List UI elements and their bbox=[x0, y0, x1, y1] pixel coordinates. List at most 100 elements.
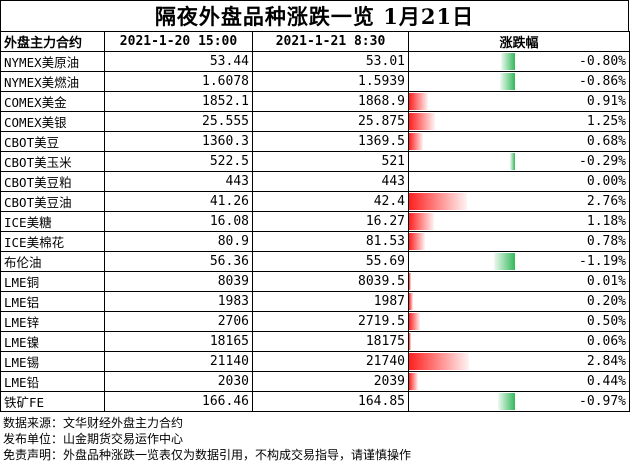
change-bar-cell bbox=[408, 91, 515, 112]
table-row: CBOT美豆油 41.26 42.4 2.76% bbox=[0, 191, 631, 212]
change-percent: 0.91% bbox=[514, 91, 631, 112]
change-bar-up bbox=[409, 293, 414, 310]
change-percent: 0.01% bbox=[514, 271, 631, 292]
change-percent: -0.29% bbox=[514, 151, 631, 172]
table-row: COMEX美银 25.555 25.875 1.25% bbox=[0, 111, 631, 132]
change-bar-down bbox=[499, 73, 515, 90]
change-bar-cell bbox=[408, 371, 515, 392]
header-contract: 外盘主力合约 bbox=[0, 31, 105, 52]
change-bar-cell bbox=[408, 131, 515, 152]
sheet-title: 隔夜外盘品种涨跌一览 1月21日 bbox=[0, 0, 629, 32]
change-bar-up bbox=[409, 133, 424, 150]
change-bar-cell bbox=[408, 151, 515, 172]
curr-price: 81.53 bbox=[252, 231, 409, 252]
note-disclaimer: 免责声明：外盘品种涨跌一览表仅为数据引用，不构成交易指导，请谨慎操作 bbox=[3, 448, 412, 462]
change-bar-cell bbox=[408, 251, 515, 272]
change-bar-cell bbox=[408, 191, 515, 212]
change-bar-down bbox=[498, 393, 515, 410]
curr-price: 521 bbox=[252, 151, 409, 172]
table-row: COMEX美金 1852.1 1868.9 0.91% bbox=[0, 91, 631, 112]
change-bar-up bbox=[409, 373, 419, 390]
curr-price: 1.5939 bbox=[252, 71, 409, 92]
contract-name: CBOT美玉米 bbox=[0, 151, 105, 172]
table-row: CBOT美豆 1360.3 1369.5 0.68% bbox=[0, 131, 631, 152]
curr-price: 21740 bbox=[252, 351, 409, 372]
contract-name: 铁矿FE bbox=[0, 391, 105, 412]
curr-price: 25.875 bbox=[252, 111, 409, 132]
curr-price: 2039 bbox=[252, 371, 409, 392]
curr-price: 164.85 bbox=[252, 391, 409, 412]
contract-name: CBOT美豆油 bbox=[0, 191, 105, 212]
table-row: ICE美糖 16.08 16.27 1.18% bbox=[0, 211, 631, 232]
note-source: 数据来源：文华财经外盘主力合约 bbox=[3, 416, 184, 430]
change-bar-cell bbox=[408, 331, 515, 352]
header-row: 外盘主力合约 2021-1-20 15:00 2021-1-21 8:30 涨跌… bbox=[0, 31, 631, 52]
change-bar-up bbox=[409, 113, 436, 130]
table-row: LME锡 21140 21740 2.84% bbox=[0, 351, 631, 372]
footnotes: 数据来源：文华财经外盘主力合约 发布单位：山金期货交易运作中心 免责声明：外盘品… bbox=[0, 415, 629, 463]
change-percent: 0.20% bbox=[514, 291, 631, 312]
change-percent: 0.68% bbox=[514, 131, 631, 152]
contract-name: NYMEX美燃油 bbox=[0, 71, 105, 92]
contract-name: COMEX美金 bbox=[0, 91, 105, 112]
change-bar-cell bbox=[408, 271, 515, 292]
change-bar-down bbox=[500, 53, 515, 70]
table-row: LME镍 18165 18175 0.06% bbox=[0, 331, 631, 352]
change-bar-up bbox=[409, 313, 420, 330]
change-percent: 1.25% bbox=[514, 111, 631, 132]
table-row: CBOT美玉米 522.5 521 -0.29% bbox=[0, 151, 631, 172]
change-bar-cell bbox=[408, 291, 515, 312]
change-bar-cell bbox=[408, 111, 515, 132]
change-percent: 2.76% bbox=[514, 191, 631, 212]
change-bar-up bbox=[409, 333, 411, 350]
change-bar-down bbox=[509, 153, 515, 170]
change-percent: -0.80% bbox=[514, 51, 631, 72]
prev-price: 2030 bbox=[104, 371, 253, 392]
curr-price: 18175 bbox=[252, 331, 409, 352]
prev-price: 522.5 bbox=[104, 151, 253, 172]
curr-price: 2719.5 bbox=[252, 311, 409, 332]
curr-price: 53.01 bbox=[252, 51, 409, 72]
prev-price: 1.6078 bbox=[104, 71, 253, 92]
change-bar-up bbox=[409, 193, 468, 210]
change-percent: 0.78% bbox=[514, 231, 631, 252]
change-percent: 0.44% bbox=[514, 371, 631, 392]
curr-price: 1369.5 bbox=[252, 131, 409, 152]
change-bar-cell bbox=[408, 231, 515, 252]
prev-price: 18165 bbox=[104, 331, 253, 352]
curr-price: 16.27 bbox=[252, 211, 409, 232]
prev-price: 8039 bbox=[104, 271, 253, 292]
prev-price: 166.46 bbox=[104, 391, 253, 412]
change-bar-cell bbox=[408, 351, 515, 372]
prev-price: 25.555 bbox=[104, 111, 253, 132]
contract-name: CBOT美豆粕 bbox=[0, 171, 105, 192]
header-prev-time: 2021-1-20 15:00 bbox=[104, 31, 253, 52]
table-row: ICE美棉花 80.9 81.53 0.78% bbox=[0, 231, 631, 252]
change-percent: 0.06% bbox=[514, 331, 631, 352]
change-bar-up bbox=[409, 213, 434, 230]
curr-price: 443 bbox=[252, 171, 409, 192]
curr-price: 8039.5 bbox=[252, 271, 409, 292]
table-row: LME铝 1983 1987 0.20% bbox=[0, 291, 631, 312]
contract-name: ICE美棉花 bbox=[0, 231, 105, 252]
table-row: NYMEX美燃油 1.6078 1.5939 -0.86% bbox=[0, 71, 631, 92]
curr-price: 1987 bbox=[252, 291, 409, 312]
header-change: 涨跌幅 bbox=[407, 31, 631, 52]
prev-price: 21140 bbox=[104, 351, 253, 372]
table-row: 铁矿FE 166.46 164.85 -0.97% bbox=[0, 391, 631, 412]
header-curr-time: 2021-1-21 8:30 bbox=[252, 31, 409, 52]
table-body: NYMEX美原油 53.44 53.01 -0.80% NYMEX美燃油 1.6078 1.… bbox=[0, 51, 631, 412]
table-row: LME锌 2706 2719.5 0.50% bbox=[0, 311, 631, 332]
change-percent: -0.97% bbox=[514, 391, 631, 412]
price-change-table: 外盘主力合约 2021-1-20 15:00 2021-1-21 8:30 涨跌… bbox=[0, 31, 631, 412]
change-bar-cell bbox=[408, 311, 515, 332]
change-percent: -1.19% bbox=[514, 251, 631, 272]
prev-price: 41.26 bbox=[104, 191, 253, 212]
contract-name: NYMEX美原油 bbox=[0, 51, 105, 72]
contract-name: 布伦油 bbox=[0, 251, 105, 272]
prev-price: 80.9 bbox=[104, 231, 253, 252]
change-bar-down bbox=[494, 253, 515, 270]
prev-price: 1983 bbox=[104, 291, 253, 312]
change-percent: 0.00% bbox=[514, 171, 631, 192]
